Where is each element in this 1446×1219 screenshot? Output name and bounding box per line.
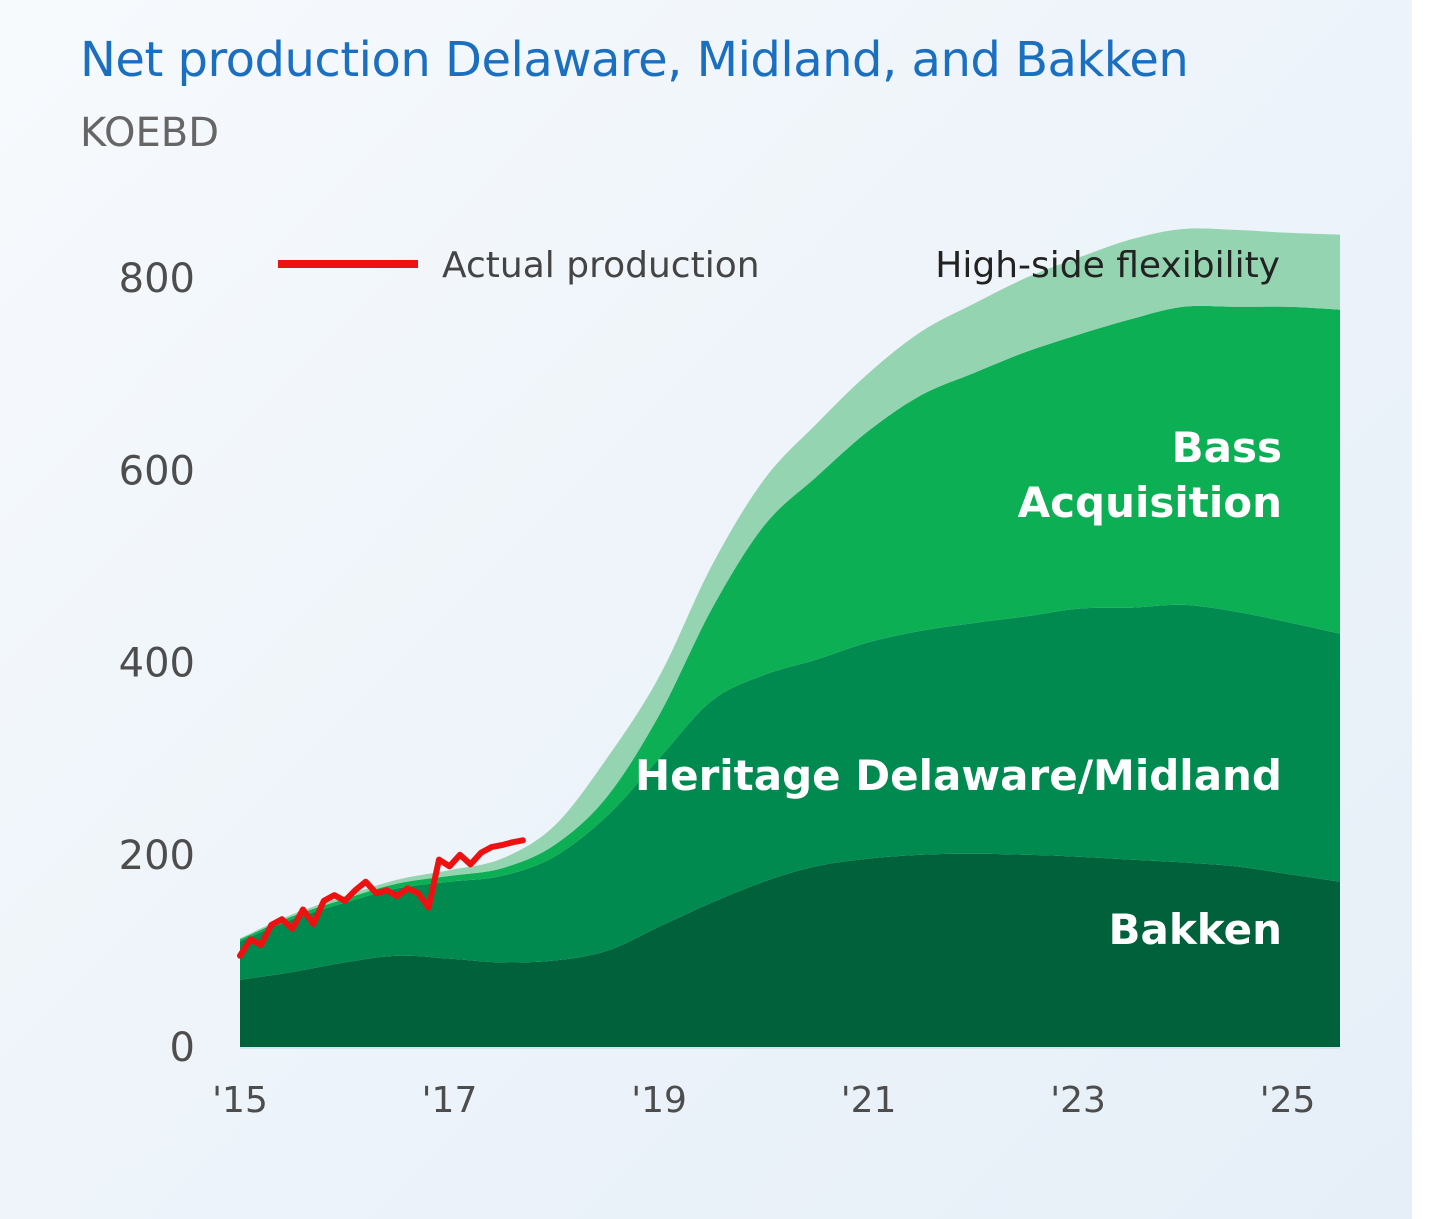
x-tick-label: '25: [1260, 1080, 1316, 1121]
area-heritage-delaware-midland: [240, 604, 1340, 980]
area-bakken: [240, 853, 1340, 1047]
area-high-side-flexibility: [240, 228, 1340, 940]
x-tick-label: '23: [1050, 1080, 1106, 1121]
label-bakken: Bakken: [1109, 905, 1282, 954]
label-bass-acquisition-line1: Bass: [1172, 423, 1282, 472]
y-tick-label: 200: [119, 833, 195, 879]
y-tick-label: 400: [119, 641, 195, 687]
line-actual-production: [237, 837, 526, 959]
y-tick-label: 0: [170, 1025, 195, 1071]
label-heritage-delaware-midland: Heritage Delaware/Midland: [635, 751, 1282, 800]
x-tick-label: '17: [422, 1080, 478, 1121]
area-bass-acquisition: [240, 305, 1340, 942]
axes: 0 200 400 600 800 '15 '17 '19 '21 '23 '25: [119, 256, 1340, 1121]
actual-production-layer: [237, 837, 526, 959]
label-high-side-flexibility: High-side flexibility: [935, 245, 1280, 286]
production-area-chart: 0 200 400 600 800 '15 '17 '19 '21 '23 '25 Actual p…: [119, 228, 1340, 1121]
label-bass-acquisition-line2: Acquisition: [1018, 478, 1282, 527]
chart-title: Net production Delaware, Midland, and Ba…: [80, 32, 1189, 88]
x-tick-label: '21: [841, 1080, 897, 1121]
x-tick-label: '15: [212, 1080, 268, 1121]
legend: Actual production: [278, 245, 760, 286]
y-tick-label: 800: [119, 256, 195, 302]
area-layers: [240, 228, 1340, 1047]
legend-label-actual-production: Actual production: [442, 245, 760, 286]
chart-unit-subtitle: KOEBD: [80, 110, 220, 156]
y-tick-label: 600: [119, 448, 195, 494]
x-tick-label: '19: [631, 1080, 687, 1121]
